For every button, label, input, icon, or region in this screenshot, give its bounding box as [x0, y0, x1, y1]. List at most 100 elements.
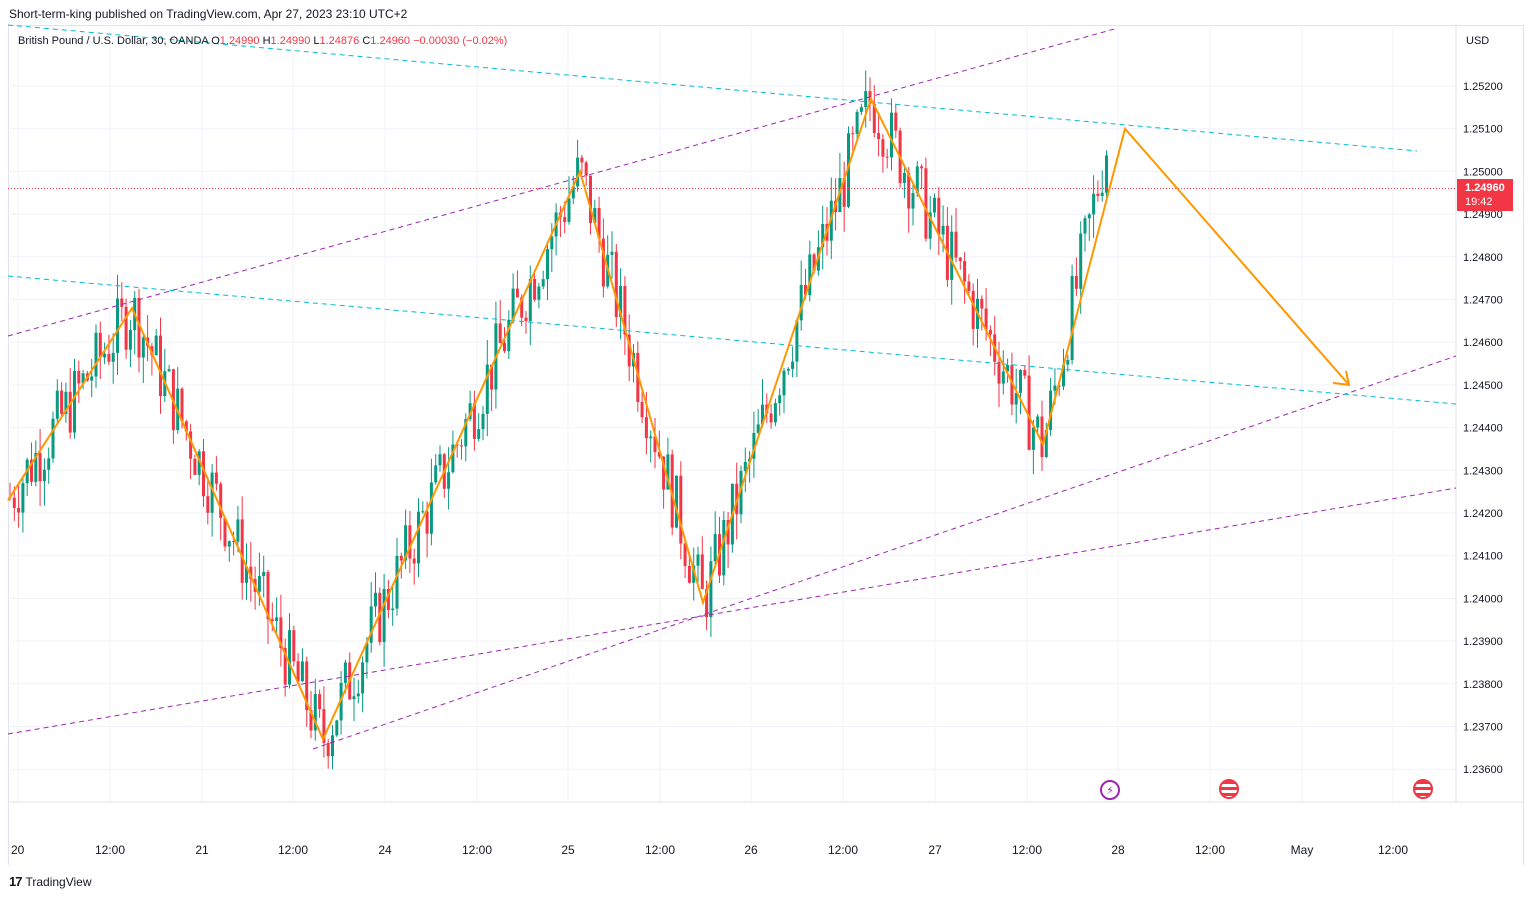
candle-body: [653, 436, 657, 453]
candle-body: [1062, 364, 1065, 387]
time-tick-label: 12:00: [1195, 843, 1225, 857]
open-value: 1.24990: [219, 35, 260, 47]
candle-body: [288, 630, 291, 685]
candle-body: [640, 401, 644, 418]
candle-body: [447, 472, 451, 489]
candle-body: [872, 103, 876, 134]
candle-body: [933, 197, 936, 213]
candle-body: [412, 558, 416, 564]
candle-body: [485, 364, 489, 414]
candle-body: [847, 133, 850, 207]
symbol-legend[interactable]: British Pound / U.S. Dollar, 30, OANDA O…: [18, 35, 507, 47]
candle-body: [270, 619, 274, 622]
candle-body: [189, 431, 193, 459]
candle-body: [971, 290, 975, 329]
tradingview-logo[interactable]: 17 TradingView: [9, 874, 92, 889]
candle-body: [468, 403, 472, 420]
high-label: H: [262, 35, 271, 47]
candle-body: [868, 91, 872, 104]
candle-body: [498, 323, 502, 343]
candle-body: [752, 432, 756, 459]
candle-body: [1105, 155, 1108, 193]
currency-label[interactable]: USD: [1466, 35, 1490, 47]
price-tick-label: 1.24300: [1463, 465, 1503, 477]
candle-body: [1096, 193, 1100, 197]
candle-body: [679, 475, 683, 544]
candle-body: [791, 361, 795, 369]
us-flag-icon[interactable]: [1413, 779, 1433, 799]
candle-body: [116, 298, 119, 353]
candle-body: [988, 329, 992, 335]
candle-body: [227, 541, 231, 547]
time-tick-label: 20: [11, 843, 25, 857]
us-flag-icon[interactable]: [1219, 779, 1239, 799]
candle-body: [120, 298, 124, 307]
channel-line: [312, 355, 1457, 750]
candle-body: [326, 742, 330, 757]
lightning-icon[interactable]: ⚡: [1100, 780, 1120, 800]
candle-body: [958, 257, 962, 261]
candle-body: [584, 162, 588, 176]
drawing-tools[interactable]: [7, 24, 1457, 750]
candle-body: [907, 172, 911, 209]
candle-body: [851, 133, 855, 135]
candle-body: [425, 511, 429, 534]
candle-body: [159, 335, 162, 397]
candle-body: [391, 608, 395, 611]
candle-body: [623, 286, 627, 335]
candle-body: [589, 175, 592, 223]
candle-body: [154, 335, 158, 356]
price-tick-label: 1.25100: [1463, 124, 1503, 136]
time-tick-label: 28: [1111, 843, 1125, 857]
candle-body: [743, 461, 747, 471]
candle-body: [137, 297, 141, 358]
candle-body: [546, 249, 549, 280]
candle-body: [842, 178, 846, 207]
candle-body: [335, 720, 339, 736]
candle-body: [954, 231, 958, 258]
candle-body: [808, 254, 812, 296]
candle-body: [472, 403, 476, 439]
candle-body: [1027, 375, 1031, 450]
candle-body: [533, 279, 537, 300]
candle-body: [541, 279, 545, 287]
candle-body: [683, 543, 687, 566]
high-value: 1.24990: [270, 35, 311, 47]
candle-body: [894, 112, 898, 131]
candle-body: [1019, 369, 1022, 393]
candle-body: [619, 286, 623, 318]
candle-body: [279, 617, 283, 649]
chart-frame: [8, 25, 1524, 865]
grid-lines: [8, 25, 1456, 802]
candle-body: [305, 661, 309, 711]
candle-body: [1036, 416, 1040, 428]
candle-body: [399, 555, 403, 561]
candle-body: [184, 421, 188, 432]
candle-body: [670, 454, 674, 528]
candle-body: [77, 370, 81, 384]
price-tick-label: 1.24000: [1463, 593, 1503, 605]
candle-body: [386, 588, 390, 611]
candle-body: [786, 368, 790, 371]
publisher-caption: Short-term-king published on TradingView…: [9, 7, 408, 21]
candle-body: [649, 436, 653, 439]
candle-body: [90, 376, 94, 381]
candle-body: [34, 452, 38, 482]
candle-body: [1074, 275, 1078, 289]
candle-body: [877, 133, 881, 140]
candle-body: [197, 451, 201, 475]
trend-line: [7, 24, 1418, 152]
candle-body: [42, 469, 46, 482]
candle-body: [214, 472, 218, 484]
candle-body: [1006, 365, 1010, 372]
candle-body: [352, 696, 356, 700]
time-tick-label: 12:00: [1012, 843, 1042, 857]
candle-body: [309, 710, 313, 731]
candle-body: [563, 217, 567, 222]
candle-body: [963, 260, 967, 282]
candle-body: [537, 286, 541, 300]
price-tick-label: 1.24800: [1463, 252, 1503, 264]
candle-body: [941, 225, 945, 235]
tradingview-brand: TradingView: [25, 874, 92, 889]
